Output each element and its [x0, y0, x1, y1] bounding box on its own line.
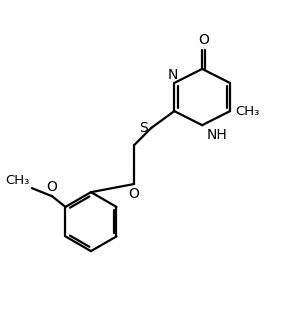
Text: NH: NH [207, 129, 228, 142]
Text: CH₃: CH₃ [235, 105, 259, 118]
Text: N: N [168, 68, 178, 82]
Text: S: S [139, 121, 148, 135]
Text: O: O [198, 33, 209, 47]
Text: CH₃: CH₃ [5, 174, 29, 187]
Text: O: O [47, 180, 57, 194]
Text: O: O [129, 187, 139, 201]
